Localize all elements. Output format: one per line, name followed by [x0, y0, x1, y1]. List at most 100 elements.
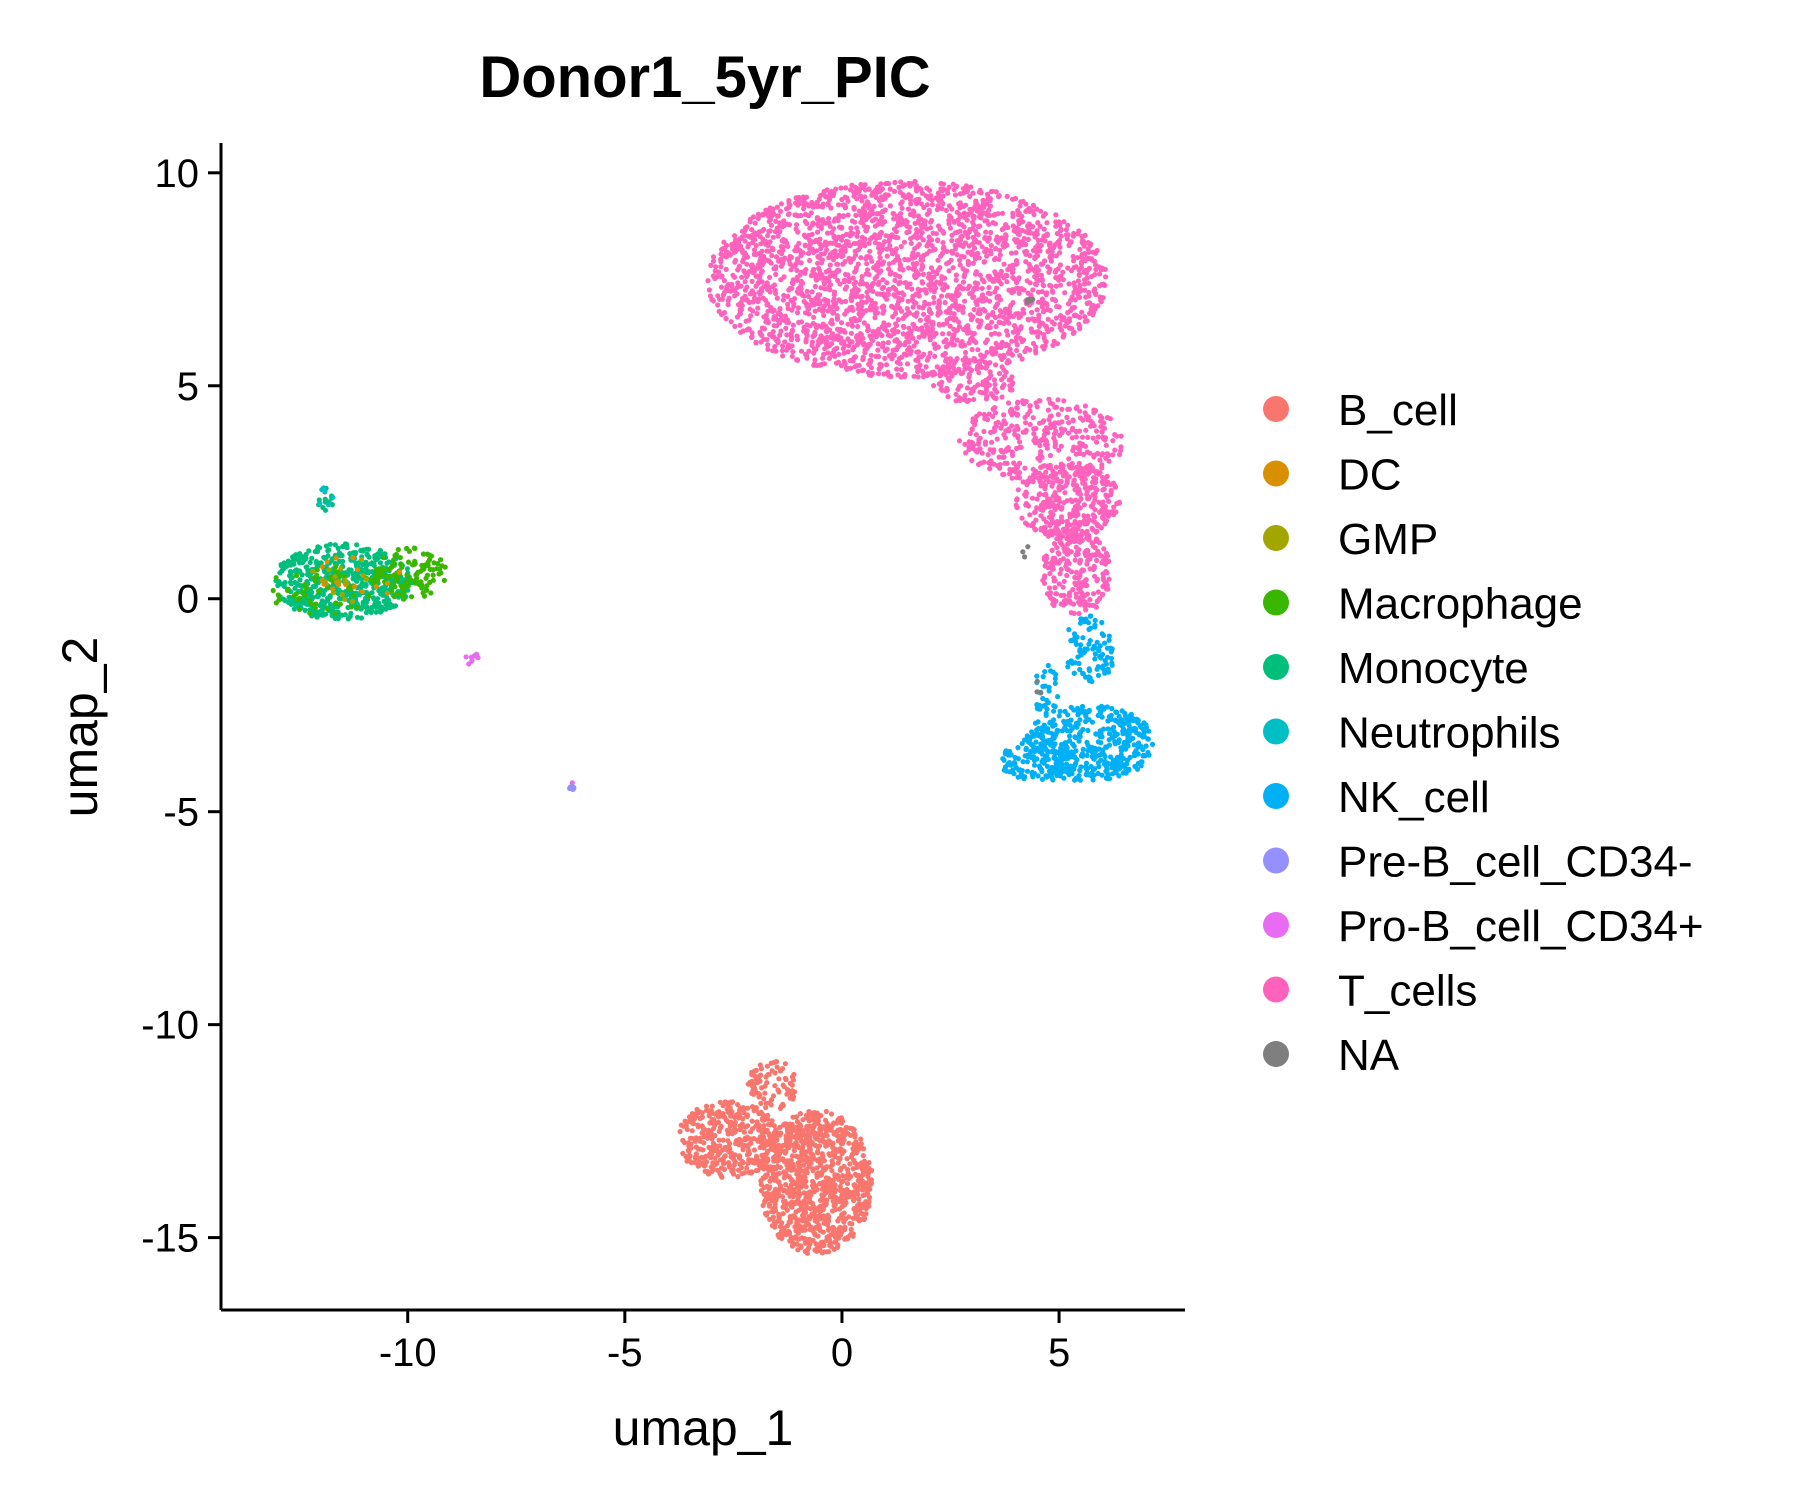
point-t-cells — [984, 337, 990, 343]
point-b-cell — [803, 1112, 810, 1118]
point-nk-cell — [1132, 753, 1138, 759]
point-t-cells — [964, 217, 970, 223]
point-t-cells — [1003, 421, 1009, 427]
point-nk-cell — [1047, 770, 1053, 776]
point-t-cells — [845, 321, 851, 327]
point-t-cells — [841, 279, 847, 285]
point-t-cells — [777, 257, 783, 263]
point-t-cells — [809, 289, 815, 295]
point-t-cells — [887, 236, 893, 242]
point-t-cells — [1069, 294, 1075, 300]
point-t-cells — [1064, 525, 1070, 531]
point-t-cells — [1085, 414, 1091, 420]
point-t-cells — [788, 337, 794, 343]
point-t-cells — [1073, 569, 1079, 576]
point-t-cells — [1034, 272, 1041, 278]
point-t-cells — [1034, 307, 1040, 313]
point-t-cells — [928, 310, 934, 316]
point-t-cells — [899, 290, 905, 296]
point-b-cell — [817, 1180, 823, 1187]
point-t-cells — [1032, 526, 1038, 532]
point-t-cells — [953, 272, 960, 278]
point-b-cell — [807, 1146, 813, 1152]
point-t-cells — [1000, 383, 1006, 389]
point-t-cells — [837, 252, 843, 258]
point-t-cells — [766, 228, 772, 234]
point-t-cells — [867, 333, 873, 339]
point-t-cells — [900, 331, 906, 337]
point-t-cells — [1073, 464, 1080, 470]
point-t-cells — [968, 251, 974, 257]
point-t-cells — [882, 239, 888, 245]
point-t-cells — [778, 313, 784, 319]
point-t-cells — [1059, 505, 1065, 511]
point-b-cell — [815, 1157, 821, 1163]
point-t-cells — [921, 311, 927, 317]
point-t-cells — [1032, 255, 1038, 262]
point-t-cells — [710, 258, 717, 264]
point-t-cells — [1037, 443, 1043, 449]
point-t-cells — [895, 344, 901, 350]
point-t-cells — [1053, 223, 1059, 229]
point-t-cells — [916, 365, 922, 371]
point-t-cells — [919, 224, 925, 230]
point-t-cells — [984, 314, 991, 320]
point-t-cells — [1027, 253, 1033, 259]
point-t-cells — [971, 306, 977, 313]
point-b-cell — [795, 1230, 802, 1236]
point-t-cells — [1029, 309, 1035, 315]
point-nk-cell — [1079, 703, 1086, 710]
point-t-cells — [1047, 571, 1053, 577]
point-t-cells — [1053, 591, 1060, 597]
point-t-cells — [982, 249, 988, 255]
point-t-cells — [1014, 347, 1020, 354]
point-t-cells — [735, 302, 742, 308]
point-t-cells — [737, 308, 743, 314]
point-t-cells — [890, 347, 896, 353]
point-nk-cell — [1054, 727, 1060, 733]
point-t-cells — [783, 325, 789, 331]
point-t-cells — [1076, 272, 1082, 278]
point-t-cells — [1055, 397, 1061, 403]
point-t-cells — [775, 317, 781, 323]
point-b-cell — [760, 1202, 766, 1209]
point-t-cells — [751, 251, 757, 257]
point-t-cells — [1011, 460, 1017, 466]
point-t-cells — [976, 240, 982, 246]
point-t-cells — [1086, 495, 1092, 501]
point-t-cells — [1090, 310, 1097, 316]
point-b-cell — [860, 1172, 866, 1178]
point-t-cells — [1089, 273, 1095, 280]
point-t-cells — [1070, 253, 1076, 259]
point-t-cells — [1079, 476, 1085, 482]
point-b-cell — [803, 1184, 809, 1190]
point-t-cells — [1037, 476, 1043, 482]
point-b-cell — [791, 1213, 797, 1220]
point-t-cells — [868, 302, 875, 308]
point-nk-cell — [1080, 635, 1086, 641]
point-nk-cell — [1040, 683, 1046, 690]
point-t-cells — [1079, 528, 1085, 534]
point-t-cells — [905, 194, 912, 200]
point-nk-cell — [1097, 709, 1103, 715]
point-nk-cell — [1102, 758, 1108, 764]
point-nk-cell — [1140, 747, 1146, 753]
point-t-cells — [1019, 228, 1026, 234]
point-t-cells — [1070, 418, 1076, 424]
point-t-cells — [1093, 428, 1100, 434]
point-t-cells — [1020, 238, 1026, 244]
point-t-cells — [1103, 568, 1109, 575]
point-t-cells — [891, 188, 898, 194]
point-t-cells — [1044, 555, 1050, 561]
point-t-cells — [757, 264, 763, 270]
point-t-cells — [846, 278, 852, 284]
point-t-cells — [976, 461, 982, 468]
point-b-cell — [852, 1171, 859, 1177]
point-nk-cell — [1029, 769, 1035, 775]
point-t-cells — [817, 255, 823, 261]
point-t-cells — [935, 237, 941, 243]
point-t-cells — [986, 207, 992, 213]
point-t-cells — [915, 374, 921, 380]
point-t-cells — [993, 323, 999, 330]
point-nk-cell — [1086, 747, 1092, 753]
